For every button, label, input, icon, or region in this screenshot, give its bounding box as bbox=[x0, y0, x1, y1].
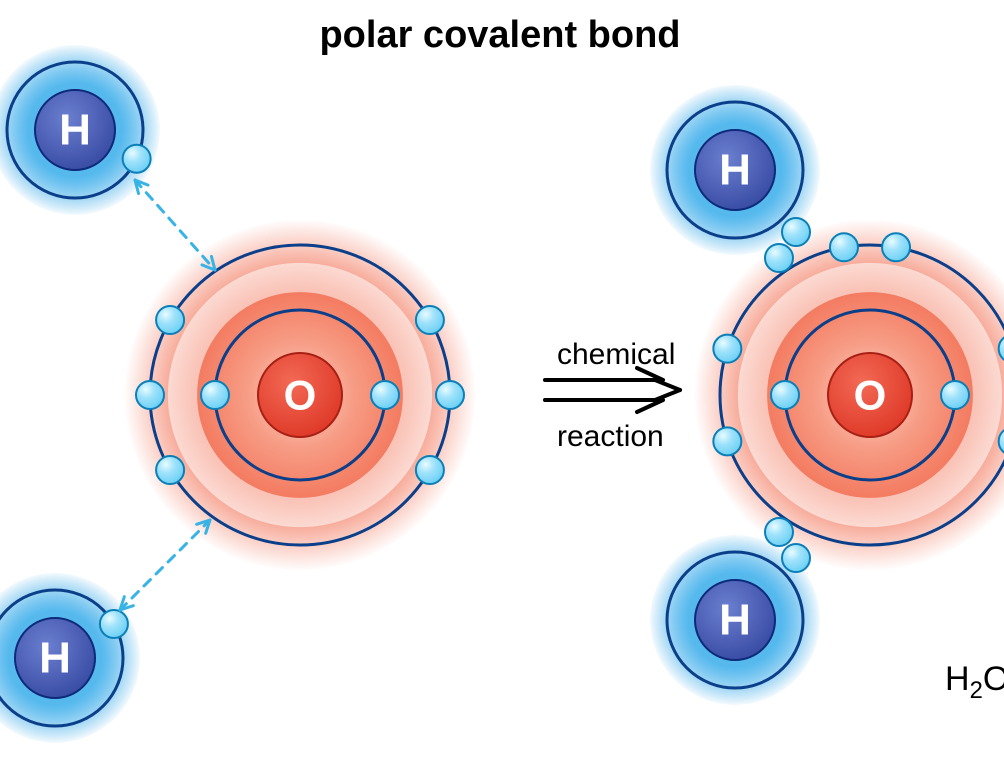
o-outer-electron-left-1 bbox=[436, 381, 464, 409]
reaction-arrow bbox=[545, 368, 680, 412]
hydrogen-label-right-top: H bbox=[719, 146, 751, 195]
o-outer-electron-right-2 bbox=[713, 427, 741, 455]
formula-h2o: H2O bbox=[945, 660, 1004, 705]
attraction-dash-1 bbox=[120, 520, 210, 610]
hydrogen-label-right-bottom: H bbox=[719, 596, 751, 645]
arrow-label-bottom: reaction bbox=[557, 420, 664, 454]
bond-electron-0-b bbox=[782, 218, 810, 246]
o-inner-electron-left-1 bbox=[201, 381, 229, 409]
o-outer-electron-left-5 bbox=[156, 306, 184, 334]
o-inner-electron-left-0 bbox=[371, 381, 399, 409]
hydrogen-label-left-top: H bbox=[59, 106, 91, 155]
hydrogen-label-left-bottom: H bbox=[39, 634, 71, 683]
o-outer-electron-left-3 bbox=[156, 456, 184, 484]
o-outer-electron-right-3 bbox=[713, 335, 741, 363]
diagram-canvas: H H O H H O bbox=[0, 0, 1004, 781]
o-inner-electron-right-1 bbox=[771, 381, 799, 409]
h-electron-left-top bbox=[123, 145, 151, 173]
hydrogen-atom-left-bottom: H bbox=[0, 573, 140, 743]
oxygen-label-right: O bbox=[854, 372, 887, 419]
o-inner-electron-right-0 bbox=[941, 381, 969, 409]
arrow-label-top: chemical bbox=[557, 338, 675, 372]
bond-electron-0-a bbox=[765, 244, 793, 272]
o-outer-electron-left-2 bbox=[416, 456, 444, 484]
diagram-title: polar covalent bond bbox=[300, 14, 700, 57]
attraction-dash-0 bbox=[135, 180, 215, 270]
oxygen-atom-left: O bbox=[125, 220, 475, 570]
bond-electron-1-a bbox=[765, 518, 793, 546]
bond-electron-1-b bbox=[782, 544, 810, 572]
oxygen-label-left: O bbox=[284, 372, 317, 419]
o-outer-electron-right-5 bbox=[830, 233, 858, 261]
o-outer-electron-left-0 bbox=[416, 306, 444, 334]
o-outer-electron-left-4 bbox=[136, 381, 164, 409]
h-electron-left-bottom bbox=[100, 610, 128, 638]
o-outer-electron-right-4 bbox=[882, 233, 910, 261]
